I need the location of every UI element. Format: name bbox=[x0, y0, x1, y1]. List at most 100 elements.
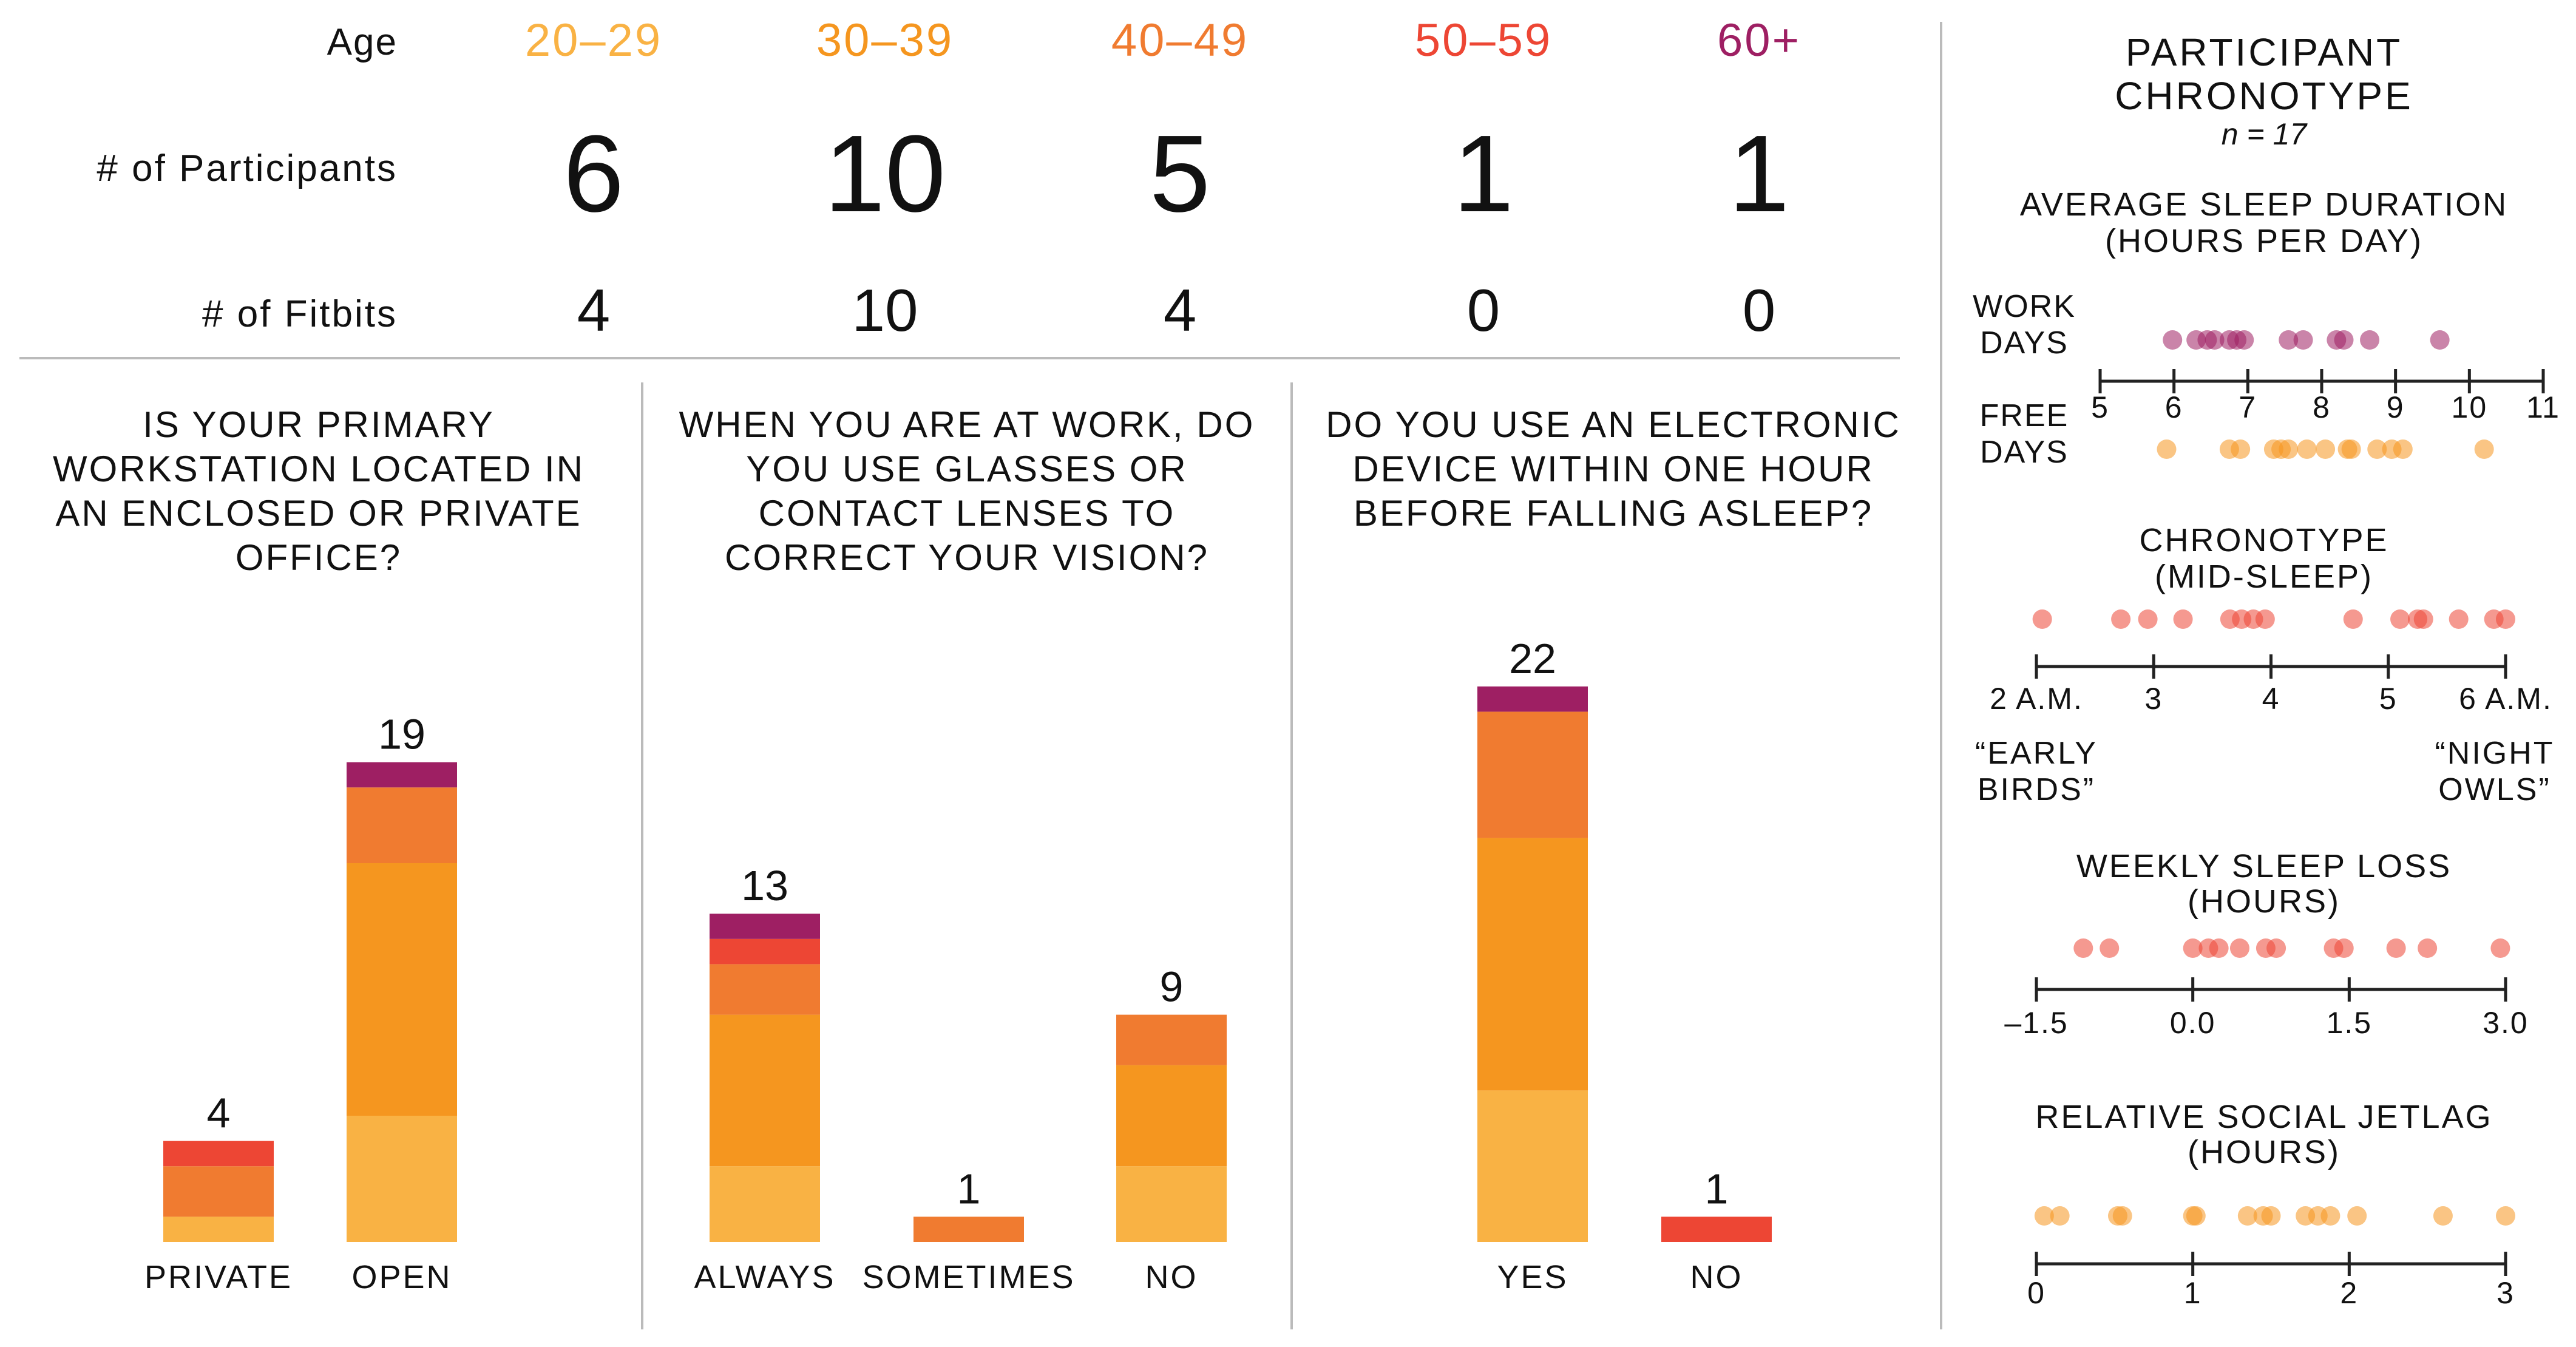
end-label-right: OWLS” bbox=[2438, 772, 2551, 807]
question-title-line: DEVICE WITHIN ONE HOUR bbox=[1352, 449, 1874, 489]
data-dot bbox=[2229, 938, 2249, 958]
data-dot bbox=[2393, 439, 2413, 459]
category-label: YES bbox=[1497, 1259, 1568, 1295]
tick-label: 2 A.M. bbox=[1990, 682, 2083, 716]
bar-total-label: 19 bbox=[378, 711, 425, 758]
data-dot bbox=[2163, 330, 2183, 350]
data-dot bbox=[2490, 938, 2510, 958]
data-dot bbox=[2032, 609, 2052, 629]
data-dot bbox=[2112, 1206, 2132, 1226]
end-label-left: “EARLY bbox=[1975, 736, 2098, 771]
data-dot bbox=[2237, 1206, 2257, 1226]
scatter-title-line: (HOURS) bbox=[2188, 1134, 2340, 1170]
fitbit-count: 0 bbox=[1467, 277, 1500, 344]
tick-label: 0 bbox=[2027, 1276, 2046, 1310]
series-label-line: DAYS bbox=[1980, 325, 2069, 361]
bar-segment-30–39 bbox=[1116, 1065, 1227, 1167]
tick-label: 8 bbox=[2313, 390, 2331, 424]
bar-total-label: 9 bbox=[1160, 963, 1184, 1011]
data-dot bbox=[2279, 330, 2299, 350]
data-dot bbox=[2347, 1206, 2367, 1226]
data-dot bbox=[2255, 609, 2275, 629]
tick-label: 0.0 bbox=[2170, 1006, 2216, 1040]
bar-total-label: 13 bbox=[741, 862, 788, 909]
bar-total-label: 1 bbox=[957, 1165, 981, 1212]
data-dot bbox=[2111, 609, 2131, 629]
category-label: OPEN bbox=[351, 1259, 452, 1295]
tick-label: 4 bbox=[2262, 682, 2280, 716]
data-dot bbox=[2138, 609, 2158, 629]
data-dot bbox=[2496, 609, 2515, 629]
series-label-line: WORK bbox=[1973, 289, 2076, 324]
bar-segment-30–39 bbox=[1477, 838, 1588, 1091]
bar-segment-20–29 bbox=[163, 1216, 274, 1242]
scatter-title-line: (HOURS) bbox=[2188, 883, 2340, 920]
scatter-title-line: (MID-SLEEP) bbox=[2155, 558, 2373, 595]
question-title-line: DO YOU USE AN ELECTRONIC bbox=[1326, 404, 1901, 445]
fitbit-count: 4 bbox=[1164, 277, 1197, 344]
bar-total-label: 4 bbox=[207, 1090, 231, 1137]
series-label-line: DAYS bbox=[1980, 435, 2069, 470]
participant-count: 5 bbox=[1150, 113, 1210, 235]
data-dot bbox=[2234, 330, 2254, 350]
participant-count: 1 bbox=[1453, 113, 1514, 235]
data-dot bbox=[2413, 609, 2433, 629]
participant-count: 1 bbox=[1729, 113, 1789, 235]
bar-segment-60+ bbox=[1477, 686, 1588, 712]
data-dot bbox=[2266, 938, 2286, 958]
data-dot bbox=[2390, 609, 2410, 629]
row-label-participants: # of Participants bbox=[97, 148, 398, 189]
tick-label: 5 bbox=[2379, 682, 2398, 716]
series-label-line: FREE bbox=[1980, 398, 2069, 433]
data-dot bbox=[2430, 330, 2450, 350]
data-dot bbox=[2231, 439, 2251, 459]
data-dot bbox=[2341, 439, 2361, 459]
scatter-title-line: CHRONOTYPE bbox=[2139, 522, 2388, 558]
participant-count: 6 bbox=[563, 113, 624, 235]
data-dot bbox=[2449, 609, 2469, 629]
scatter-title-line: (HOURS PER DAY) bbox=[2105, 223, 2423, 259]
bar-segment-40–49 bbox=[1116, 1014, 1227, 1065]
data-dot bbox=[2360, 330, 2380, 350]
data-dot bbox=[2157, 439, 2177, 459]
row-label-fitbits: # of Fitbits bbox=[202, 293, 398, 335]
category-label: NO bbox=[1145, 1259, 1198, 1295]
question-title-line: YOU USE GLASSES OR bbox=[746, 449, 1188, 489]
data-dot bbox=[2367, 439, 2387, 459]
tick-label: –1.5 bbox=[2004, 1006, 2068, 1040]
bar-segment-40–49 bbox=[913, 1216, 1024, 1242]
question-title-line: CORRECT YOUR VISION? bbox=[725, 537, 1209, 578]
tick-label: 10 bbox=[2452, 390, 2488, 424]
bar-total-label: 1 bbox=[1705, 1165, 1729, 1212]
data-dot bbox=[2034, 1206, 2054, 1226]
sample-size-label: n = 17 bbox=[2222, 117, 2308, 151]
data-dot bbox=[2050, 1206, 2070, 1226]
data-dot bbox=[2433, 1206, 2453, 1226]
tick-label: 6 A.M. bbox=[2459, 682, 2552, 716]
data-dot bbox=[2316, 439, 2336, 459]
question-title-line: AN ENCLOSED OR PRIVATE bbox=[55, 493, 581, 534]
category-label: SOMETIMES bbox=[862, 1259, 1075, 1295]
scatter-title-line: WEEKLY SLEEP LOSS bbox=[2076, 848, 2452, 884]
data-dot bbox=[2334, 330, 2354, 350]
scatter-title-line: RELATIVE SOCIAL JETLAG bbox=[2035, 1099, 2492, 1135]
bar-segment-20–29 bbox=[710, 1166, 820, 1242]
bar-segment-60+ bbox=[710, 914, 820, 939]
bar-segment-40–49 bbox=[1477, 711, 1588, 838]
age-group-label: 30–39 bbox=[816, 15, 954, 66]
end-label-right: “NIGHT bbox=[2435, 736, 2554, 771]
age-group-label: 20–29 bbox=[525, 15, 662, 66]
scatter-title-line: AVERAGE SLEEP DURATION bbox=[2020, 186, 2508, 223]
age-group-label: 60+ bbox=[1717, 15, 1801, 66]
data-dot bbox=[2209, 938, 2229, 958]
fitbit-count: 4 bbox=[577, 277, 611, 344]
age-group-label: 50–59 bbox=[1415, 15, 1552, 66]
data-dot bbox=[2343, 609, 2363, 629]
data-dot bbox=[2334, 938, 2354, 958]
bar-segment-30–39 bbox=[347, 863, 457, 1116]
data-dot bbox=[2496, 1206, 2515, 1226]
bar-segment-20–29 bbox=[1477, 1090, 1588, 1242]
bar-segment-20–29 bbox=[347, 1116, 457, 1242]
